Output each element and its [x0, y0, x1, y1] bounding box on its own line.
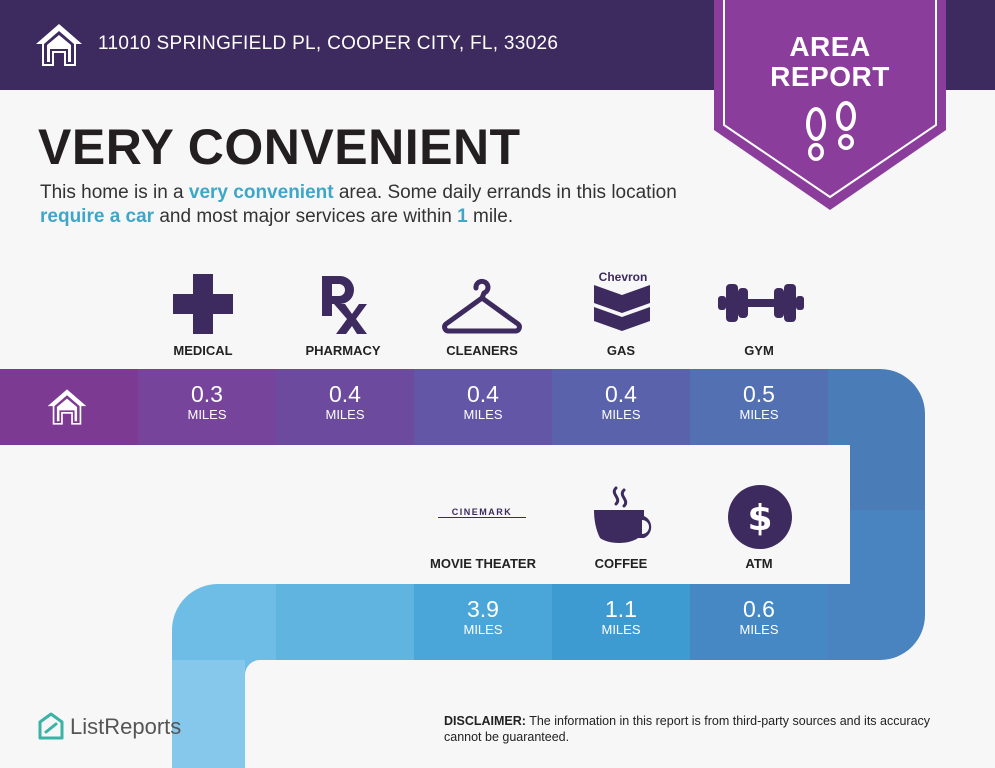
- convenience-description: This home is in a very convenient area. …: [40, 181, 720, 229]
- dumbbell-icon: [718, 284, 804, 322]
- distance-value: 0.6: [743, 596, 775, 622]
- amenity-label-movie-theater: MOVIE THEATER: [430, 556, 536, 571]
- home-start-icon: [47, 389, 87, 425]
- desc-text: and most major services are within: [154, 206, 458, 227]
- distance-value: 0.3: [191, 381, 223, 407]
- amenity-label-gym: GYM: [744, 343, 774, 358]
- distance-unit: MILES: [325, 407, 365, 422]
- distance-cleaners: 0.4 MILES: [414, 369, 552, 445]
- distance-unit: MILES: [463, 407, 503, 422]
- desc-highlight: 1: [457, 206, 468, 227]
- distance-value: 0.4: [329, 381, 361, 407]
- distance-unit: MILES: [739, 622, 779, 637]
- distance-unit: MILES: [739, 407, 779, 422]
- distance-value: 0.4: [467, 381, 499, 407]
- amenity-label-cleaners: CLEANERS: [446, 343, 518, 358]
- desc-text: This home is in a: [40, 182, 189, 203]
- disclaimer: DISCLAIMER: The information in this repo…: [444, 713, 964, 745]
- badge-title: AREA REPORT: [714, 32, 946, 92]
- svg-text:$: $: [747, 498, 772, 539]
- amenity-label-medical: MEDICAL: [173, 343, 233, 358]
- listreports-logo-icon: [38, 712, 64, 740]
- dollar-icon: $: [728, 485, 792, 549]
- distance-unit: MILES: [187, 407, 227, 422]
- desc-text: mile.: [467, 206, 514, 227]
- amenity-label-atm: ATM: [745, 556, 773, 571]
- desc-highlight: require a car: [40, 206, 155, 227]
- home-icon: [36, 24, 82, 66]
- distance-medical: 0.3 MILES: [138, 369, 276, 445]
- distance-value: 0.4: [605, 381, 637, 407]
- distance-value: 3.9: [467, 596, 499, 622]
- distance-unit: MILES: [601, 622, 641, 637]
- property-address: 11010 SPRINGFIELD PL, COOPER CITY, FL, 3…: [98, 33, 559, 54]
- distance-coffee: 1.1 MILES: [552, 584, 690, 660]
- medical-cross-icon: [173, 274, 233, 334]
- distance-unit: MILES: [601, 407, 641, 422]
- distance-value: 0.5: [743, 381, 775, 407]
- chevron-logo-icon: [594, 285, 650, 331]
- chevron-logo-text: Chevron: [598, 270, 648, 284]
- distance-gym: 0.5 MILES: [690, 369, 828, 445]
- badge-line-report: REPORT: [770, 61, 890, 92]
- amenity-label-coffee: COFFEE: [594, 556, 648, 571]
- distance-gas: 0.4 MILES: [552, 369, 690, 445]
- disclaimer-label: DISCLAIMER:: [444, 714, 526, 728]
- convenience-headline: VERY CONVENIENT: [38, 119, 521, 175]
- distance-atm: 0.6 MILES: [690, 584, 828, 660]
- disclaimer-text: The information in this report is from t…: [444, 714, 931, 744]
- distance-value: 1.1: [605, 596, 637, 622]
- hanger-icon: [442, 278, 522, 334]
- amenity-label-pharmacy: PHARMACY: [305, 343, 381, 358]
- distance-pharmacy: 0.4 MILES: [276, 369, 414, 445]
- area-report-badge: [714, 0, 946, 210]
- listreports-brand: ListReports: [70, 714, 182, 739]
- cinemark-logo-icon: CINEMARK: [438, 507, 526, 518]
- rx-icon: [322, 276, 367, 334]
- desc-highlight: very convenient: [188, 182, 334, 203]
- desc-text: area. Some daily errands in this locatio…: [333, 182, 677, 203]
- distance-movie-theater: 3.9 MILES: [414, 584, 552, 660]
- footprints-icon: [806, 101, 856, 161]
- badge-line-area: AREA: [789, 31, 871, 62]
- coffee-cup-icon: [594, 486, 652, 543]
- distance-unit: MILES: [463, 622, 503, 637]
- amenity-label-gas: GAS: [606, 343, 636, 358]
